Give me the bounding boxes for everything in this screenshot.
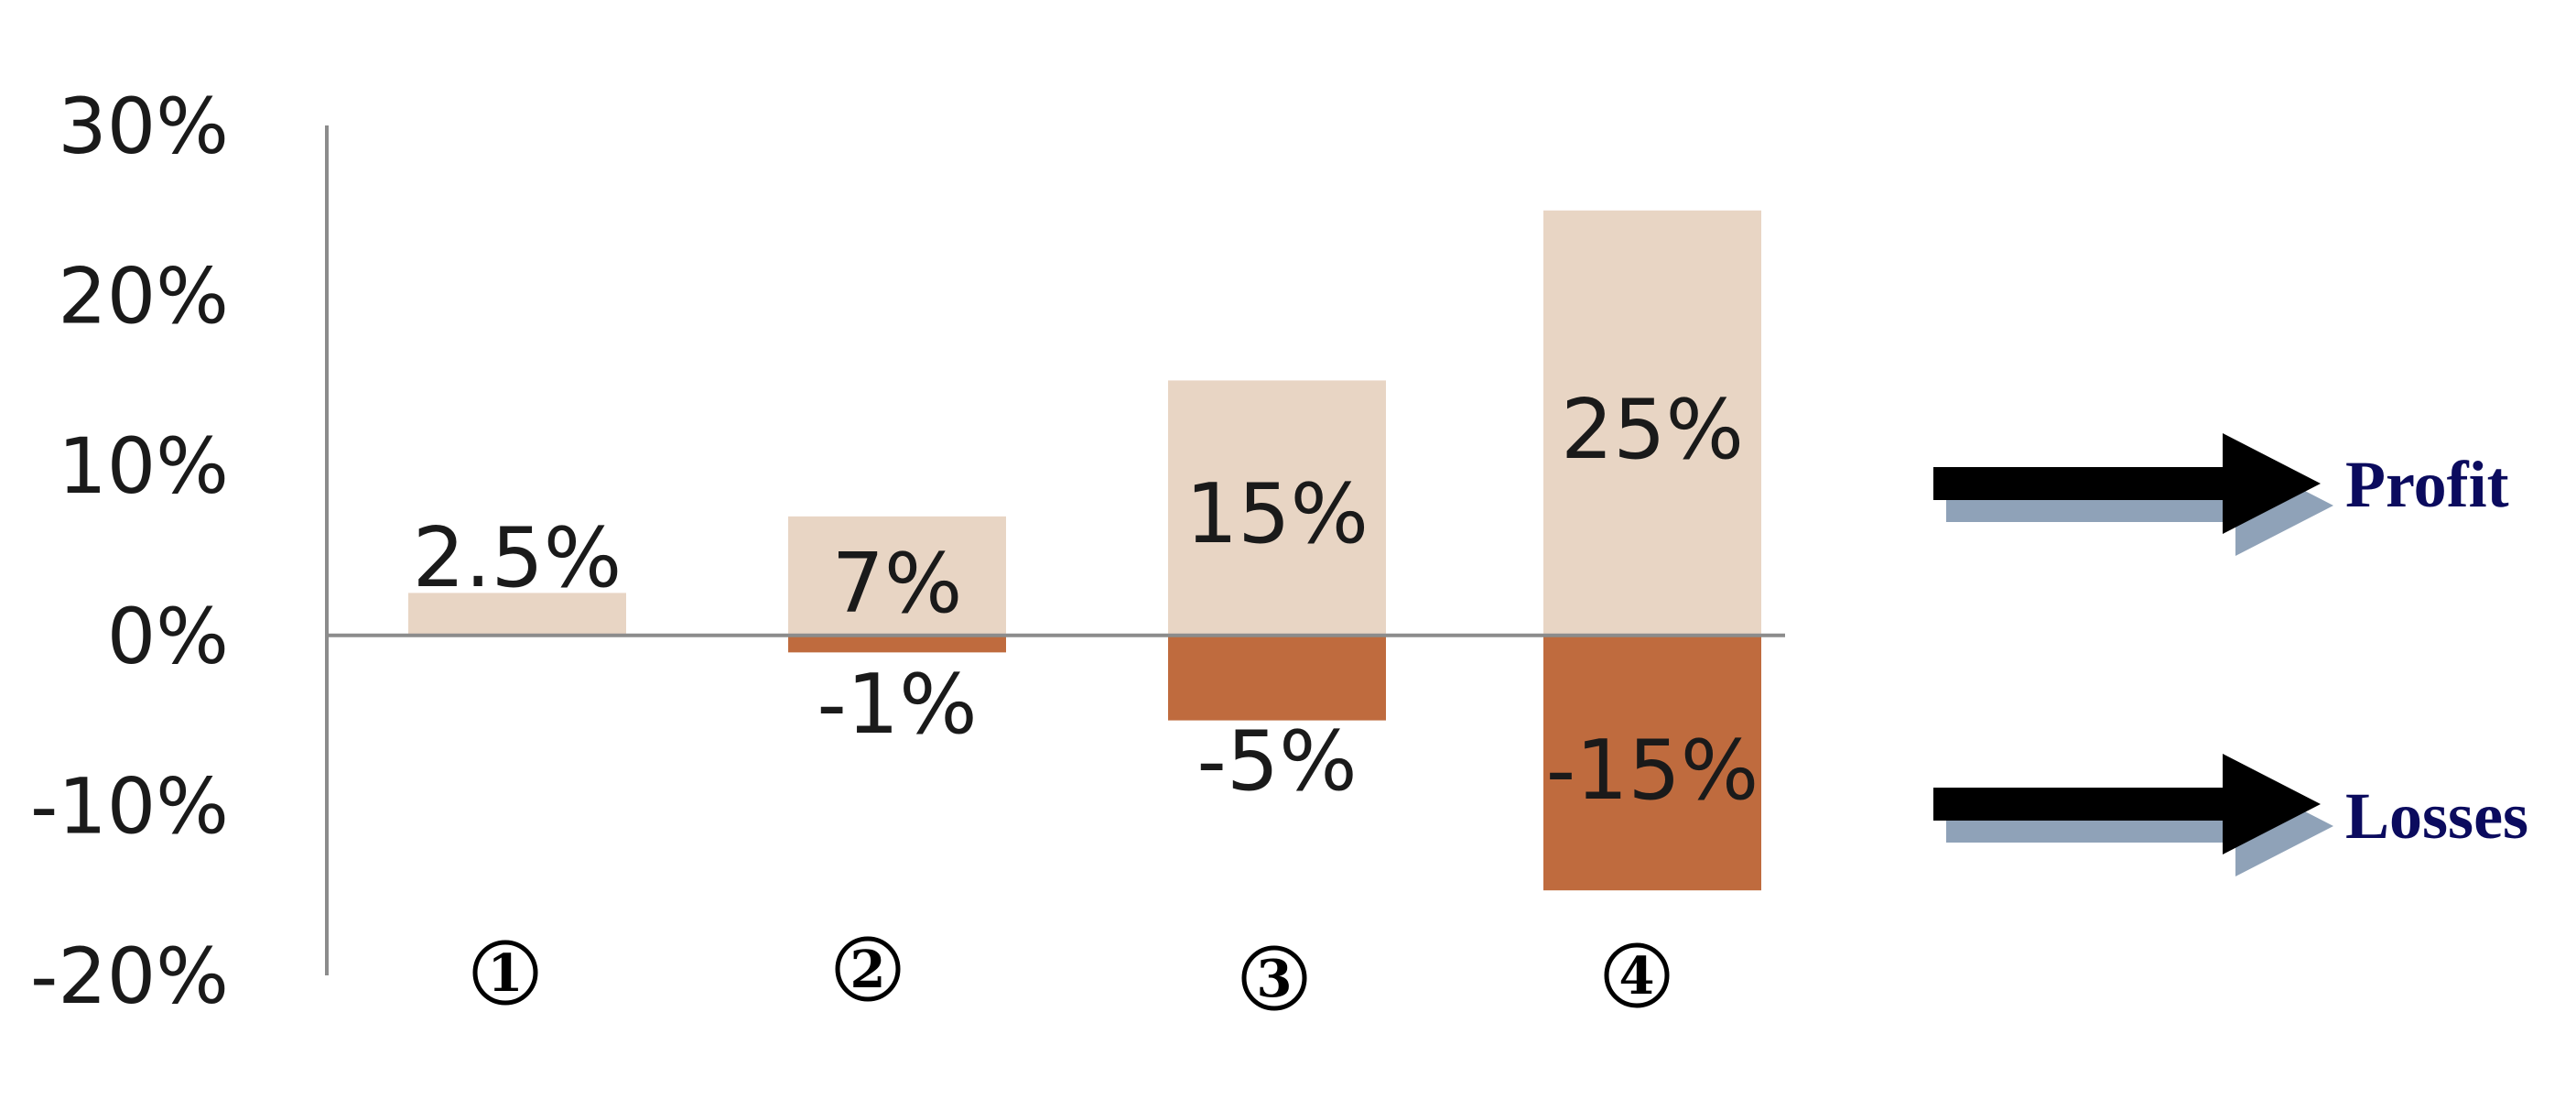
legend: Profit Losses — [1933, 433, 2528, 876]
profit-bar — [1168, 380, 1386, 636]
y-tick-label: 0% — [107, 592, 229, 681]
category-label: 3 — [1257, 949, 1293, 1009]
category-ring — [1604, 942, 1670, 1008]
legend-item: Losses — [1933, 754, 2528, 876]
y-tick-label: -10% — [30, 761, 229, 851]
y-tick-label: 10% — [58, 421, 229, 511]
profit-bar — [1543, 210, 1761, 636]
profit-data-label: 2.5% — [413, 510, 622, 606]
loss-data-label: -1% — [817, 657, 977, 753]
y-tick-label: 30% — [58, 82, 229, 171]
y-tick-label: 20% — [58, 252, 229, 342]
category-ring — [835, 936, 901, 1002]
y-axis-ticks: 30% 20% 10% 0% -10% -20% — [30, 82, 229, 1021]
loss-bar — [1168, 635, 1386, 721]
arrow-icon — [1933, 754, 2321, 854]
category-ring — [1241, 945, 1307, 1011]
bars — [408, 210, 1761, 891]
legend-label: Losses — [2345, 779, 2528, 853]
y-tick-label: -20% — [30, 931, 229, 1021]
category-label: 4 — [1619, 946, 1655, 1007]
category-label: 2 — [850, 940, 886, 1000]
legend-item: Profit — [1933, 433, 2509, 556]
loss-bar — [788, 635, 1006, 653]
loss-bar — [1543, 635, 1761, 891]
profit-bar — [408, 593, 626, 636]
category-ring — [472, 940, 538, 1006]
arrow-icon — [1933, 433, 2321, 534]
profit-data-label: 15% — [1185, 466, 1369, 562]
profit-data-label: 7% — [832, 536, 963, 632]
category-labels: 1 2 3 4 — [472, 936, 1670, 1011]
loss-data-label: -15% — [1546, 723, 1759, 819]
profit-data-label: 25% — [1561, 382, 1744, 478]
profit-bar — [788, 516, 1006, 636]
legend-label: Profit — [2345, 448, 2509, 521]
category-label: 1 — [488, 943, 524, 1004]
data-labels: 2.5% 7% -1% 15% -5% 25% -15% — [413, 382, 1759, 819]
loss-data-label: -5% — [1196, 713, 1357, 810]
